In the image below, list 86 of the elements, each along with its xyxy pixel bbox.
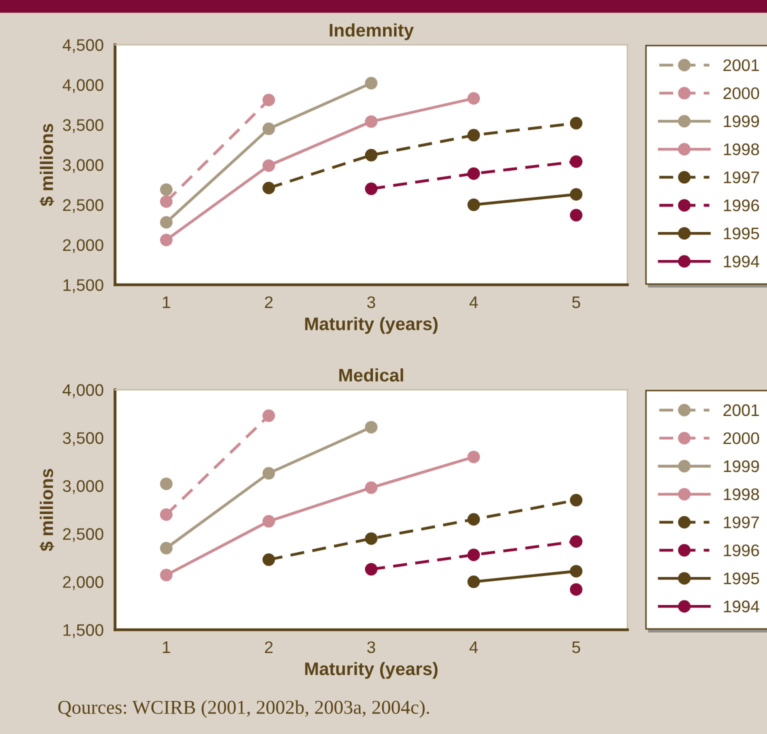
- y-tick-label: 2,500: [63, 199, 104, 213]
- point: [364, 76, 378, 90]
- point: [160, 183, 173, 196]
- y-tick-label: 2,500: [63, 528, 104, 542]
- y-tick-label: 3,500: [62, 119, 104, 133]
- legend-label: 1998: [724, 143, 760, 156]
- point: [262, 159, 276, 172]
- x-axis-title: Maturity (years): [305, 662, 438, 679]
- x-tick-label: 3: [367, 296, 376, 308]
- text: Qources: WCIRB (2001, 2002b, 2003a, 2004c).: [58, 700, 430, 718]
- point: [160, 195, 173, 208]
- point: [262, 182, 276, 194]
- point: [467, 513, 480, 526]
- x-tick-label: 2: [264, 641, 273, 653]
- point: [570, 583, 582, 596]
- point: [570, 564, 582, 578]
- x-tick-label: 5: [572, 641, 580, 654]
- legend-label: 1994: [724, 600, 760, 612]
- y-axis-title: $ millions: [40, 124, 54, 206]
- point: [467, 576, 480, 588]
- legend-label: 2001: [723, 404, 759, 416]
- x-tick-label: 1: [162, 641, 170, 653]
- point: [467, 198, 480, 212]
- point: [364, 420, 378, 434]
- legend-label: 2000: [723, 87, 760, 100]
- legend-label: 1999: [724, 460, 759, 472]
- x-axis-title: Maturity (years): [305, 316, 438, 334]
- point: [570, 208, 582, 222]
- point: [467, 128, 480, 142]
- legend-label: 1994: [724, 256, 760, 268]
- point: [262, 94, 276, 106]
- y-axis-title: $ millions: [40, 468, 54, 552]
- point: [364, 115, 378, 128]
- point: [262, 122, 276, 136]
- y-tick-label: 2,000: [63, 239, 104, 253]
- chart-title: Medical: [339, 368, 404, 382]
- y-tick-label: 1,500: [64, 279, 104, 293]
- legend-label: 1995: [724, 228, 760, 240]
- legend-label: 1995: [724, 572, 760, 584]
- legend-label: 1996: [724, 544, 759, 556]
- point: [160, 542, 173, 554]
- legend-label: 1997: [724, 171, 759, 184]
- point: [467, 92, 480, 105]
- point: [364, 182, 378, 196]
- point: [570, 494, 582, 506]
- point: [364, 148, 378, 162]
- point: [467, 167, 480, 180]
- x-tick-label: 1: [162, 296, 170, 308]
- x-tick-label: 3: [367, 641, 376, 654]
- point: [364, 481, 378, 494]
- chart-title: Indemnity: [330, 23, 414, 40]
- point: [262, 515, 276, 528]
- point: [160, 216, 173, 229]
- point: [262, 467, 276, 480]
- y-tick-label: 3,500: [62, 432, 104, 446]
- point: [570, 535, 582, 548]
- y-tick-label: 3,000: [62, 480, 104, 494]
- point: [467, 450, 480, 464]
- y-tick-label: 1,500: [64, 624, 104, 638]
- legend-label: 2000: [723, 432, 760, 444]
- y-tick-label: 3,000: [62, 159, 104, 173]
- point: [160, 508, 173, 521]
- point: [262, 553, 276, 566]
- y-tick-label: 4,000: [62, 79, 104, 93]
- x-tick-label: 5: [572, 296, 580, 308]
- x-tick-label: 2: [264, 296, 273, 308]
- point: [364, 563, 378, 576]
- x-tick-label: 4: [469, 296, 478, 308]
- point: [160, 478, 173, 490]
- point: [570, 188, 582, 201]
- point: [160, 234, 173, 246]
- point: [262, 409, 276, 422]
- point: [570, 116, 582, 130]
- point: [467, 548, 480, 562]
- y-tick-label: 2,000: [63, 576, 104, 590]
- legend-label: 2001: [723, 59, 759, 72]
- y-tick-label: 4,000: [62, 384, 104, 398]
- legend-label: 1996: [724, 200, 759, 212]
- legend-label: 1999: [724, 115, 759, 128]
- y-tick-label: 4,500: [62, 39, 104, 53]
- point: [364, 532, 378, 545]
- x-tick-label: 4: [469, 641, 478, 653]
- legend-label: 1997: [724, 516, 759, 528]
- point: [160, 568, 173, 582]
- legend-label: 1998: [724, 488, 760, 500]
- point: [570, 155, 582, 168]
